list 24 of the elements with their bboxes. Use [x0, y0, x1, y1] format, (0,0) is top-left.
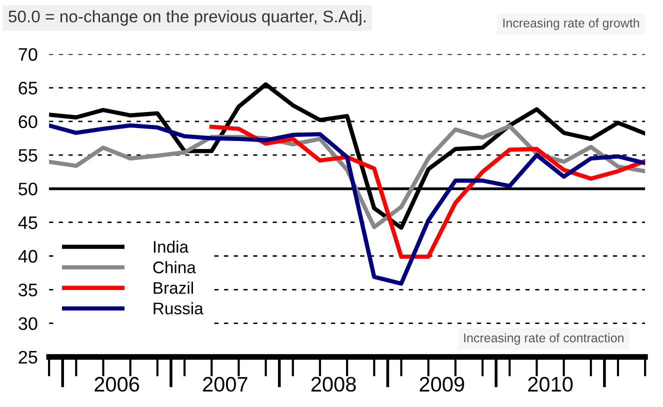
x-tick-label: 2007	[203, 376, 248, 392]
legend-label: Russia	[154, 302, 204, 314]
legend-label: China	[153, 261, 196, 274]
y-tick-label: 70	[18, 48, 38, 61]
x-tick-label: 2009	[420, 376, 464, 392]
legend-label: Brazil	[154, 282, 193, 294]
annotation: Increasing rate of contraction	[464, 333, 624, 345]
x-tick-label: 2006	[94, 376, 140, 392]
y-tick-label: 30	[18, 317, 38, 330]
line-series	[49, 82, 646, 230]
y-tick-label: 55	[18, 149, 38, 162]
y-tick-label: 40	[18, 250, 38, 263]
y-tick-label: 35	[18, 284, 38, 296]
y-tick-label: 60	[18, 115, 38, 128]
y-tick-label: 65	[18, 82, 38, 94]
x-tick-label: 2008	[311, 376, 356, 392]
line-series	[210, 124, 646, 259]
y-tick-label: 45	[18, 216, 38, 230]
text: Increasing rate of growth	[503, 18, 639, 30]
chart-subtitle: 50.0 = no-change on the previous quarter, S.Adj.	[8, 10, 366, 26]
x-tick-label: 2010	[528, 376, 573, 392]
y-tick-label: 50	[18, 182, 38, 196]
y-tick-label: 25	[18, 350, 38, 364]
legend-label: India	[154, 240, 189, 253]
